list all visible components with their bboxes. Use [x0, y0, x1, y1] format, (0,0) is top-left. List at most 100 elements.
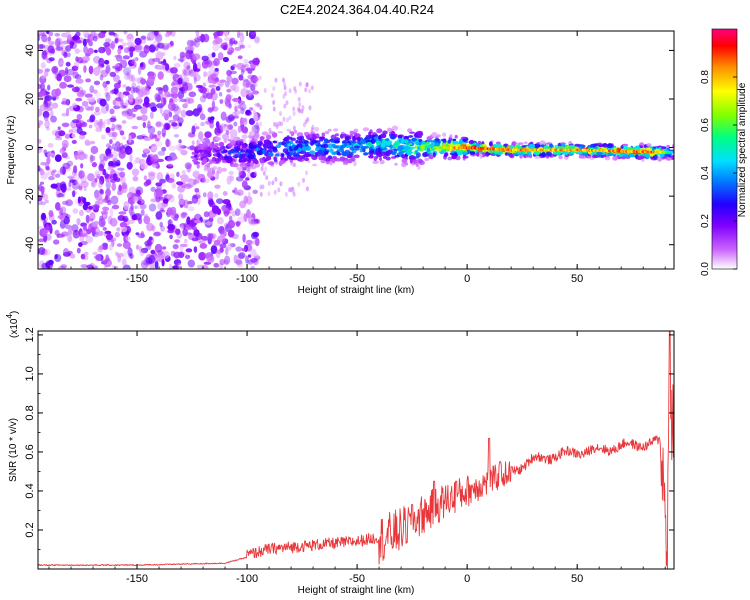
heatmap-cell: [222, 191, 228, 196]
heatmap-cell: [382, 130, 388, 135]
heatmap-cell: [454, 134, 458, 139]
heatmap-cell: [238, 100, 245, 105]
heatmap-cell: [176, 181, 184, 186]
heatmap-cell: [213, 58, 220, 67]
heatmap-cell: [140, 87, 148, 96]
heatmap-cell: [254, 128, 258, 134]
heatmap-cell: [54, 130, 62, 138]
heatmap-cell: [178, 143, 184, 153]
heatmap-cell: [186, 39, 195, 47]
heatmap-cell: [247, 44, 252, 49]
heatmap-cell: [250, 258, 258, 263]
heatmap-cell: [195, 126, 200, 130]
heatmap-cell: [207, 191, 214, 201]
heatmap-cell: [105, 38, 112, 43]
heatmap-cell: [90, 155, 96, 162]
heatmap-cell: [168, 111, 173, 118]
heatmap-cell: [99, 74, 104, 81]
heatmap-cell: [75, 78, 84, 84]
heatmap-cell: [84, 251, 89, 256]
heatmap-cell: [168, 195, 175, 203]
heatmap-cell: [129, 154, 133, 163]
heatmap-cell: [192, 159, 198, 163]
heatmap-cell: [141, 153, 148, 158]
heatmap-cell: [397, 135, 403, 139]
heatmap-cell: [139, 62, 144, 67]
heatmap-cell: [223, 149, 228, 153]
heatmap-cell: [39, 168, 45, 176]
heatmap-cell: [151, 146, 158, 152]
heatmap-cell: [167, 223, 175, 231]
heatmap-cell: [219, 99, 224, 104]
heatmap-cell: [179, 243, 188, 248]
heatmap-cell: [258, 75, 262, 81]
heatmap-cell: [156, 158, 165, 163]
heatmap-cell: [249, 162, 255, 166]
heatmap-cell: [79, 131, 87, 136]
heatmap-cell: [204, 120, 213, 125]
heatmap-cell: [213, 78, 220, 83]
heatmap-cell: [324, 151, 329, 155]
heatmap-cell: [284, 158, 289, 161]
heatmap-cell: [263, 139, 271, 145]
heatmap-cell: [70, 120, 77, 128]
heatmap-cell: [380, 143, 386, 148]
heatmap-cell: [252, 90, 260, 95]
heatmap-cell: [159, 104, 163, 114]
heatmap-cell: [154, 260, 159, 269]
heatmap-cell: [462, 155, 469, 159]
heatmap-cell: [202, 192, 207, 198]
heatmap-cell: [227, 243, 232, 251]
heatmap-cell: [191, 237, 199, 242]
heatmap-cell: [148, 236, 153, 241]
heatmap-cell: [85, 214, 90, 223]
heatmap-cell: [140, 114, 148, 122]
heatmap-cell: [341, 134, 346, 138]
heatmap-cell: [121, 120, 127, 124]
heatmap-cell: [114, 124, 123, 130]
heatmap-cell: [128, 150, 133, 154]
heatmap-cell: [93, 220, 100, 226]
heatmap-cell: [173, 55, 177, 61]
heatmap-cell: [229, 207, 233, 211]
heatmap-cell: [123, 67, 132, 76]
heatmap-cell: [152, 154, 159, 162]
heatmap-cell: [150, 186, 156, 192]
heatmap-cell: [50, 115, 57, 123]
heatmap-cell: [636, 156, 643, 160]
heatmap-cell: [245, 67, 252, 72]
heatmap-cell: [132, 113, 136, 118]
heatmap-cell: [66, 35, 72, 40]
heatmap-cell: [526, 150, 532, 155]
heatmap-cell: [143, 96, 150, 105]
heatmap-cell: [249, 107, 254, 111]
heatmap-cell: [266, 155, 272, 161]
heatmap-cell: [212, 150, 217, 153]
heatmap-cell: [196, 163, 200, 169]
heatmap-cell: [394, 141, 401, 146]
heatmap-cell: [116, 227, 121, 232]
heatmap-cell: [75, 97, 83, 102]
heatmap-cell: [134, 37, 142, 46]
heatmap-cell: [198, 131, 204, 141]
heatmap-cell: [235, 246, 243, 252]
heatmap-cell: [261, 131, 269, 136]
heatmap-cell: [40, 62, 46, 69]
heatmap-cell: [43, 116, 49, 121]
heatmap-cell: [321, 155, 327, 161]
heatmap-cell: [277, 187, 281, 193]
heatmap-cell: [320, 160, 326, 164]
heatmap-cell: [38, 247, 46, 255]
heatmap-cell: [59, 206, 67, 215]
heatmap-cell: [44, 95, 53, 101]
heatmap-cell: [229, 39, 233, 47]
heatmap-cell: [217, 38, 223, 43]
heatmap-cell: [106, 118, 111, 126]
heatmap-cell: [251, 144, 257, 149]
heatmap-cell: [48, 210, 54, 218]
heatmap-cell: [200, 177, 206, 183]
heatmap-cell: [59, 148, 65, 154]
heatmap-cell: [240, 69, 245, 76]
heatmap-cell: [205, 61, 211, 65]
heatmap-cell: [44, 249, 51, 256]
